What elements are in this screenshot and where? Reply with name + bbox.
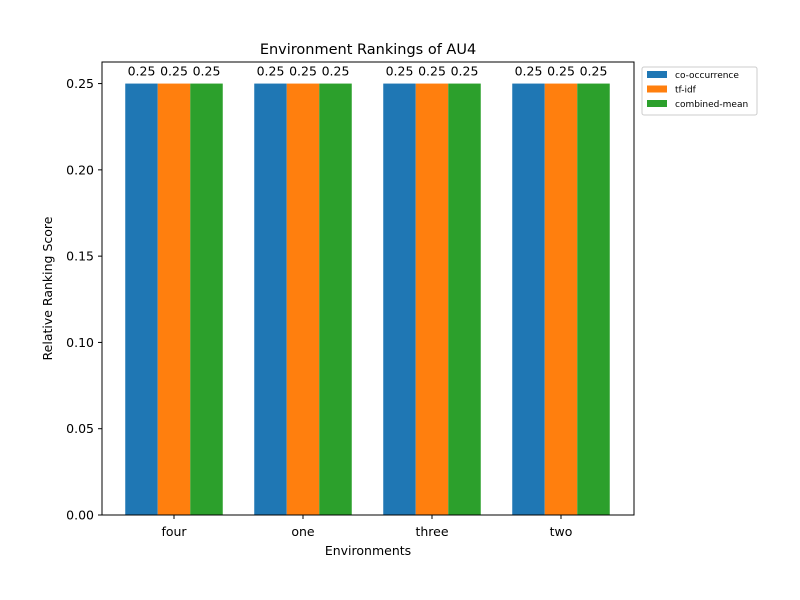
- y-axis: 0.00 0.05 0.10 0.15 0.20 0.25: [66, 76, 102, 523]
- y-tick-label: 0.10: [66, 335, 94, 350]
- bar-co-occurrence-three: [383, 83, 416, 516]
- bar-value-label: 0.25: [451, 64, 479, 79]
- y-tick-label: 0.25: [66, 76, 94, 91]
- x-tick-label-four: four: [161, 524, 187, 539]
- bar-tf-idf-one: [286, 83, 320, 516]
- y-tick-label: 0.20: [66, 162, 94, 177]
- bar-value-label: 0.25: [547, 64, 575, 79]
- plot-frame: [101, 61, 635, 516]
- bar-value-label: 0.25: [580, 64, 608, 79]
- bar-combined-mean-one: [319, 83, 352, 516]
- bar-labels-group: 0.25 0.25 0.25 0.25 0.25 0.25 0.25 0.25 0.25 0.25…: [128, 64, 608, 79]
- bar-value-label: 0.25: [418, 64, 446, 79]
- legend-label-co-occurrence: co-occurrence: [675, 71, 739, 81]
- bar-value-label: 0.25: [128, 64, 156, 79]
- bar-combined-mean-two: [577, 83, 610, 516]
- bar-value-label: 0.25: [257, 64, 285, 79]
- legend-swatch-co-occurrence: [647, 71, 667, 78]
- x-tick-label-three: three: [415, 524, 448, 539]
- bar-value-label: 0.25: [193, 64, 221, 79]
- legend-swatch-combined-mean: [647, 100, 667, 107]
- legend-label-tf-idf: tf-idf: [675, 86, 697, 96]
- bar-value-label: 0.25: [515, 64, 543, 79]
- bars-group: [125, 83, 610, 516]
- bar-tf-idf-three: [415, 83, 449, 516]
- bar-co-occurrence-two: [512, 83, 545, 516]
- bar-value-label: 0.25: [386, 64, 414, 79]
- bar-co-occurrence-four: [125, 83, 158, 516]
- bar-co-occurrence-one: [254, 83, 287, 516]
- bar-value-label: 0.25: [322, 64, 350, 79]
- legend-swatch-tf-idf: [647, 85, 667, 93]
- bar-combined-mean-three: [448, 83, 481, 516]
- x-tick-label-one: one: [291, 524, 315, 539]
- bar-tf-idf-four: [157, 83, 191, 516]
- bar-combined-mean-four: [190, 83, 223, 516]
- legend-box: [641, 66, 758, 116]
- x-axis-label: Environments: [325, 543, 411, 558]
- x-tick-label-two: two: [550, 524, 573, 539]
- y-tick-label: 0.15: [66, 249, 94, 264]
- legend-label-combined-mean: combined-mean: [675, 100, 748, 110]
- bar-value-label: 0.25: [160, 64, 188, 79]
- legend: co-occurrence tf-idf combined-mean: [641, 66, 758, 116]
- x-axis: four one three two: [161, 515, 572, 539]
- bar-tf-idf-two: [544, 83, 578, 516]
- bar-value-label: 0.25: [289, 64, 317, 79]
- chart-title: Environment Rankings of AU4: [260, 42, 476, 58]
- y-axis-label: Relative Ranking Score: [40, 216, 55, 360]
- y-tick-label: 0.00: [66, 508, 94, 523]
- y-tick-label: 0.05: [66, 421, 94, 436]
